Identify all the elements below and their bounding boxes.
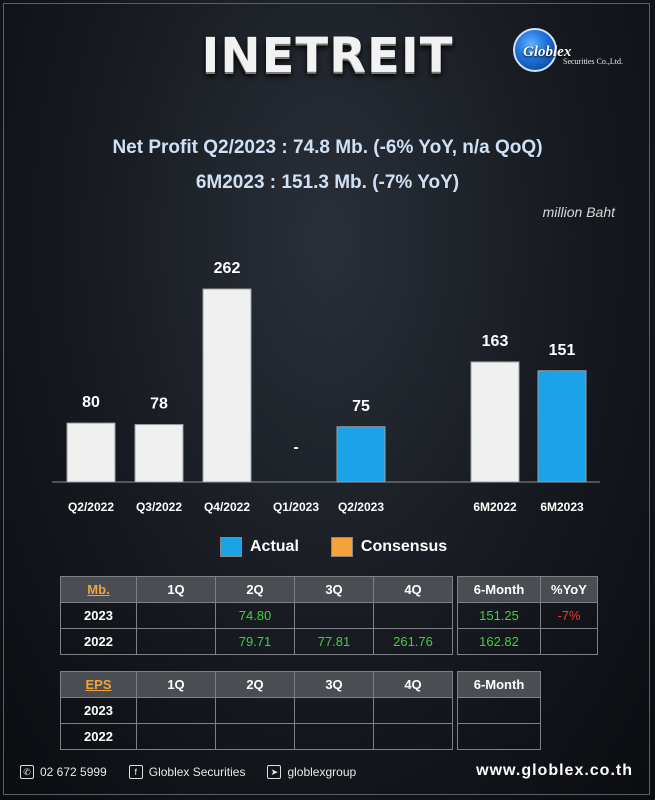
tick-label-Q3/2022: Q3/2022 <box>136 500 182 514</box>
table2-header-4q: 4Q <box>373 671 453 698</box>
tick-label-Q2/2023: Q2/2023 <box>338 500 384 514</box>
tick-label-6M2023: 6M2023 <box>540 500 584 514</box>
eps-side-table: 6-Month <box>457 671 541 750</box>
footer-contacts: ✆ 02 672 5999 f Globlex Securities ➤ glo… <box>20 765 356 779</box>
data-label-6M2022: 163 <box>482 333 509 350</box>
table1-header-1q: 1Q <box>136 576 216 603</box>
bar-Q3/2022 <box>134 424 184 483</box>
value-cell <box>457 697 541 724</box>
bar-6M2023 <box>537 370 587 483</box>
data-label-Q1/2023: - <box>293 439 298 456</box>
tick-label-6M2022: 6M2022 <box>473 500 517 514</box>
value-cell: 77.81 <box>294 628 374 655</box>
value-cell <box>136 628 216 655</box>
value-cell <box>136 723 216 750</box>
legend-swatch-consensus <box>330 537 353 557</box>
table2-header-2q: 2Q <box>215 671 295 698</box>
table-row: 2023 74.80 <box>60 602 453 629</box>
value-cell <box>215 723 295 750</box>
net-profit-table: Mb. 1Q 2Q 3Q 4Q 2023 74.80 2022 79.71 77… <box>60 576 453 655</box>
year-cell: 2023 <box>60 602 137 629</box>
footer-phone[interactable]: 02 672 5999 <box>40 765 107 779</box>
year-cell: 2023 <box>60 697 137 724</box>
table-row: 2023 <box>60 697 453 724</box>
unit-label: million Baht <box>542 204 615 220</box>
legend-label-actual: Actual <box>250 538 299 555</box>
year-cell: 2022 <box>60 723 137 750</box>
value-cell: 151.25 <box>457 602 541 629</box>
table-row: 2022 <box>60 723 453 750</box>
table1-header-6month: 6-Month <box>457 576 541 603</box>
value-cell <box>215 697 295 724</box>
logo-name: Globlex <box>523 44 572 60</box>
legend-swatch-actual <box>220 537 242 557</box>
value-cell <box>457 723 541 750</box>
table1-header-yoy: %YoY <box>540 576 598 603</box>
table-row <box>457 697 541 724</box>
facebook-icon: f <box>128 765 143 779</box>
table-row: 151.25 -7% <box>457 602 598 629</box>
footer-website[interactable]: www.globlex.co.th <box>476 762 633 779</box>
value-cell: 162.82 <box>457 628 541 655</box>
table2-header-unit: EPS <box>60 671 137 698</box>
table1-header-4q: 4Q <box>373 576 453 603</box>
value-cell: 79.71 <box>215 628 295 655</box>
page-title: INETREIT <box>201 28 454 84</box>
data-label-6M2023: 151 <box>549 342 576 359</box>
table2-header-6month: 6-Month <box>457 671 541 698</box>
table2-header-3q: 3Q <box>294 671 374 698</box>
headline-net-profit: Net Profit Q2/2023 : 74.8 Mb. (-6% YoY, … <box>112 137 543 158</box>
chart-legend: Actual Consensus <box>220 537 447 557</box>
table-row: 162.82 <box>457 628 598 655</box>
net-profit-side-table: 6-Month %YoY 151.25 -7% 162.82 <box>457 576 598 655</box>
data-label-Q3/2022: 78 <box>150 396 168 413</box>
value-cell <box>294 723 374 750</box>
headline-6m: 6M2023 : 151.3 Mb. (-7% YoY) <box>195 172 460 193</box>
data-label-Q4/2022: 262 <box>214 260 241 277</box>
outer-frame <box>3 3 650 795</box>
data-label-Q2/2023: 75 <box>352 398 370 415</box>
eps-table: EPS 1Q 2Q 3Q 4Q 2023 2022 <box>60 671 453 750</box>
year-cell: 2022 <box>60 628 137 655</box>
tick-label-Q2/2022: Q2/2022 <box>68 500 114 514</box>
net-profit-chart: 80 Q2/2022 78 Q3/2022 262 Q4/2022 - Q1/2023 75 Q2… <box>52 260 600 514</box>
table1-header-3q: 3Q <box>294 576 374 603</box>
value-cell <box>294 602 374 629</box>
table1-header-unit: Mb. <box>60 576 137 603</box>
bar-Q2/2022 <box>66 422 116 483</box>
table2-header-1q: 1Q <box>136 671 216 698</box>
footer-telegram[interactable]: globlexgroup <box>287 765 357 779</box>
bar-6M2022 <box>470 361 520 483</box>
bar-Q2/2023 <box>336 426 386 483</box>
data-label-Q2/2022: 80 <box>82 394 100 411</box>
value-cell <box>373 602 453 629</box>
legend-label-consensus: Consensus <box>360 538 448 555</box>
tick-label-Q4/2022: Q4/2022 <box>204 500 250 514</box>
value-cell <box>373 723 453 750</box>
phone-icon: ✆ <box>20 765 34 779</box>
value-cell <box>136 602 216 629</box>
globlex-logo <box>513 28 557 72</box>
value-cell: 74.80 <box>215 602 295 629</box>
yoy-cell <box>540 628 598 655</box>
table-row: 2022 79.71 77.81 261.76 <box>60 628 453 655</box>
footer-facebook[interactable]: Globlex Securities <box>148 765 246 779</box>
value-cell <box>294 697 374 724</box>
value-cell <box>373 697 453 724</box>
telegram-icon: ➤ <box>267 765 282 779</box>
logo-sub: Securities Co.,Ltd. <box>563 57 623 66</box>
table1-header-2q: 2Q <box>215 576 295 603</box>
table-row <box>457 723 541 750</box>
bar-Q4/2022 <box>202 288 252 483</box>
yoy-cell: -7% <box>540 602 598 629</box>
value-cell: 261.76 <box>373 628 453 655</box>
tick-label-Q1/2023: Q1/2023 <box>273 500 319 514</box>
value-cell <box>136 697 216 724</box>
